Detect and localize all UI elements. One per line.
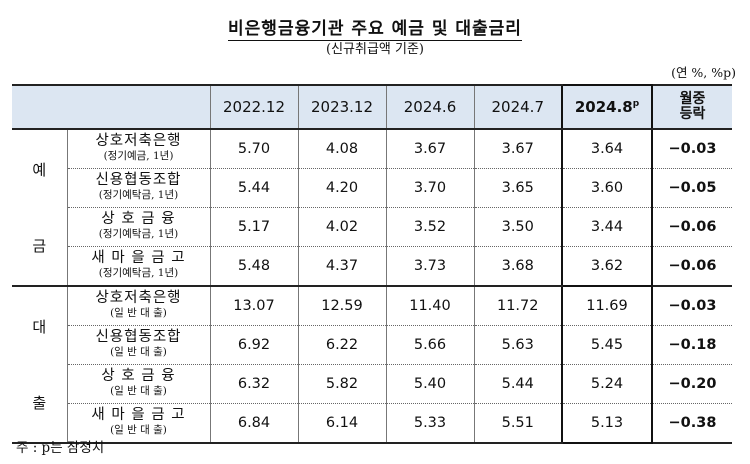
change-cell: −0.18: [651, 325, 732, 365]
rate-cell: 5.48: [209, 246, 298, 287]
rate-cell: 4.02: [297, 207, 386, 247]
product-type: (정기예탁금, 1년): [98, 228, 179, 240]
table-row: 상 호 금 융 (일 반 대 출) 6.32 5.82 5.40 5.44 5.24 −0.2…: [12, 364, 732, 404]
col-header: 2023.12: [297, 84, 386, 130]
institution-name: 신용협동조합: [95, 172, 182, 188]
rate-cell: 5.70: [209, 129, 298, 169]
rate-cell: 11.40: [385, 286, 474, 326]
change-cell: −0.06: [651, 207, 732, 247]
col-header: 2024.6: [385, 84, 474, 130]
product-type: (정기예금, 1년): [103, 150, 174, 162]
institution-name-cell: 상호저축은행 (정기예금, 1년): [66, 129, 210, 169]
institution-name-cell: 새 마 을 금 고 (일 반 대 출): [66, 403, 210, 444]
rate-cell: 3.44: [561, 207, 653, 247]
col-header-change: 월중 등락: [651, 84, 732, 130]
rate-cell: 5.17: [209, 207, 298, 247]
rate-cell: 3.70: [385, 168, 474, 208]
change-cell: −0.03: [651, 286, 732, 326]
institution-name-cell: 상 호 금 융 (정기예탁금, 1년): [66, 207, 210, 247]
interest-rate-table: 2022.12 2023.12 2024.6 2024.7 2024.8p 월중…: [12, 84, 732, 444]
rate-cell: 3.73: [385, 246, 474, 287]
product-type: (일 반 대 출): [110, 385, 167, 397]
product-type: (정기예탁금, 1년): [98, 189, 179, 201]
group-label-top: 대: [32, 317, 47, 336]
change-cell: −0.38: [651, 403, 732, 444]
product-type: (일 반 대 출): [110, 424, 167, 436]
change-cell: −0.06: [651, 246, 732, 287]
table-row: 새 마 을 금 고 (정기예탁금, 1년) 5.48 4.37 3.73 3.68 3.62…: [12, 246, 732, 287]
institution-name: 상 호 금 융: [101, 211, 176, 227]
institution-name-cell: 상 호 금 융 (일 반 대 출): [66, 364, 210, 404]
rate-cell: 5.44: [473, 364, 562, 404]
institution-name: 상호저축은행: [95, 290, 182, 306]
col-header: 2024.7: [473, 84, 562, 130]
col-header-highlight: 2024.8p: [561, 84, 653, 130]
product-type: (일 반 대 출): [110, 307, 167, 319]
rate-cell: 6.22: [297, 325, 386, 365]
rate-cell: 5.40: [385, 364, 474, 404]
rate-cell: 3.67: [473, 129, 562, 169]
rate-cell: 5.66: [385, 325, 474, 365]
page-title: 비은행금융기관 주요 예금 및 대출금리: [228, 19, 522, 41]
institution-name-cell: 새 마 을 금 고 (정기예탁금, 1년): [66, 246, 210, 287]
rate-cell: 4.08: [297, 129, 386, 169]
product-type: (정기예탁금, 1년): [98, 267, 179, 279]
rate-cell: 5.51: [473, 403, 562, 444]
institution-name-cell: 상호저축은행 (일 반 대 출): [66, 286, 210, 326]
rate-cell: 5.45: [561, 325, 653, 365]
rate-cell: 6.14: [297, 403, 386, 444]
rate-cell: 3.64: [561, 129, 653, 169]
product-type: (일 반 대 출): [110, 346, 167, 358]
rate-cell: 6.32: [209, 364, 298, 404]
rate-cell: 3.52: [385, 207, 474, 247]
rate-cell: 5.33: [385, 403, 474, 444]
rate-cell: 3.65: [473, 168, 562, 208]
rate-cell: 5.24: [561, 364, 653, 404]
rate-cell: 5.82: [297, 364, 386, 404]
institution-name: 상호저축은행: [95, 133, 182, 149]
table-row: 예 금 상호저축은행 (정기예금, 1년) 5.70 4.08 3.67 3.67 3.64 −0…: [12, 129, 732, 287]
table-row: 새 마 을 금 고 (일 반 대 출) 6.84 6.14 5.33 5.51 5.13 −0…: [12, 403, 732, 444]
change-cell: −0.05: [651, 168, 732, 208]
group-label-bottom: 출: [32, 393, 47, 412]
rate-cell: 5.44: [209, 168, 298, 208]
rate-cell: 3.60: [561, 168, 653, 208]
unit-label: (연 %, %p): [671, 65, 736, 80]
rate-cell: 13.07: [209, 286, 298, 326]
rate-cell: 3.67: [385, 129, 474, 169]
rate-cell: 4.20: [297, 168, 386, 208]
header-blank: [12, 84, 210, 130]
header-row: 2022.12 2023.12 2024.6 2024.7 2024.8p 월중…: [12, 84, 732, 130]
rate-cell: 5.63: [473, 325, 562, 365]
institution-name: 새 마 을 금 고: [91, 407, 186, 423]
rate-cell: 6.92: [209, 325, 298, 365]
rate-cell: 12.59: [297, 286, 386, 326]
institution-name: 상 호 금 융: [101, 368, 176, 384]
rate-cell: 5.13: [561, 403, 653, 444]
table-row: 대 출 상호저축은행 (일 반 대 출) 13.07 12.59 11.40 11.72 11.…: [12, 286, 732, 444]
footnote: 주 : p는 잠정치: [16, 440, 105, 456]
rate-cell: 11.72: [473, 286, 562, 326]
table-row: 신용협동조합 (정기예탁금, 1년) 5.44 4.20 3.70 3.65 3.60 −0.…: [12, 168, 732, 208]
rate-cell: 3.68: [473, 246, 562, 287]
change-cell: −0.20: [651, 364, 732, 404]
rate-cell: 3.50: [473, 207, 562, 247]
table-row: 상 호 금 융 (정기예탁금, 1년) 5.17 4.02 3.52 3.50 3.44 −0…: [12, 207, 732, 247]
group-label-bottom: 금: [32, 236, 47, 255]
page-subtitle: (신규취급액 기준): [326, 42, 424, 57]
rate-cell: 4.37: [297, 246, 386, 287]
rate-cell: 11.69: [561, 286, 653, 326]
rate-cell: 6.84: [209, 403, 298, 444]
institution-name-cell: 신용협동조합 (일 반 대 출): [66, 325, 210, 365]
rate-cell: 3.62: [561, 246, 653, 287]
table-row: 신용협동조합 (일 반 대 출) 6.92 6.22 5.66 5.63 5.45 −0.18: [12, 325, 732, 365]
institution-name: 새 마 을 금 고: [91, 250, 186, 266]
institution-name: 신용협동조합: [95, 329, 182, 345]
institution-name-cell: 신용협동조합 (정기예탁금, 1년): [66, 168, 210, 208]
change-cell: −0.03: [651, 129, 732, 169]
col-header: 2022.12: [209, 84, 298, 130]
group-label-top: 예: [32, 160, 47, 179]
